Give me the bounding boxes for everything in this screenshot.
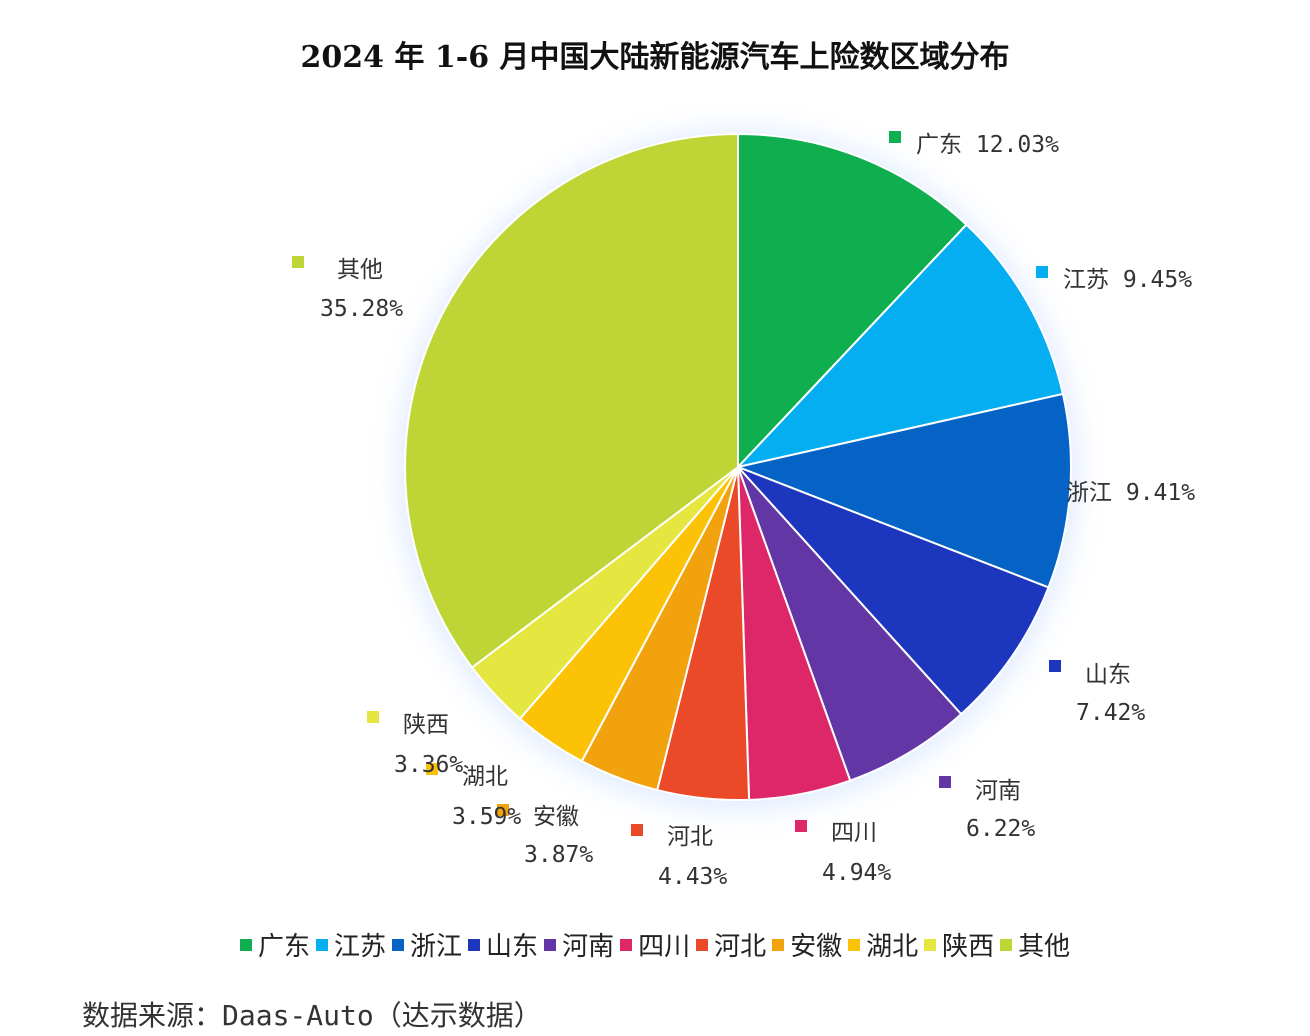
legend-swatch [772, 938, 785, 951]
legend-label: 山东 [486, 932, 539, 962]
legend-label: 江苏 [334, 932, 387, 962]
label-swatch-5 [795, 820, 807, 832]
data-source: 数据来源：Daas-Auto（达示数据） [82, 999, 542, 1032]
legend: 广东 江苏 浙江 山东 河南 四川 河北 安徽 湖北 陕西 其他 [240, 926, 1076, 963]
label-swatch-8 [426, 763, 438, 775]
label-swatch-7 [497, 804, 509, 816]
legend-item-4: 河南 [544, 926, 614, 963]
pie-chart: 广东 12.03% 江苏 9.45% 浙江 9.41% 山东 7.42% 河南 6.22% 四… [292, 130, 1195, 890]
legend-label: 河北 [714, 932, 767, 962]
legend-swatch [1000, 938, 1013, 951]
label-swatch-10 [292, 256, 304, 268]
slice-label-2: 浙江 9.41% [1066, 480, 1195, 506]
legend-label: 河南 [562, 932, 615, 962]
slice-label-value-7: 3.87% [524, 842, 593, 868]
slice-label-name-4: 河南 [975, 778, 1021, 804]
slice-label-name-7: 安徽 [533, 804, 579, 830]
slice-label-name-8: 湖北 [462, 764, 508, 790]
legend-item-10: 其他 [1000, 926, 1070, 963]
slice-labels: 广东 12.03% 江苏 9.45% 浙江 9.41% 山东 7.42% 河南 6.22% 四… [292, 131, 1195, 890]
slice-label-0: 广东 12.03% [916, 132, 1059, 158]
legend-item-6: 河北 [696, 926, 766, 963]
slice-label-name-10: 其他 [337, 257, 383, 283]
legend-item-2: 浙江 [392, 926, 462, 963]
legend-swatch [924, 938, 937, 951]
pie-slices [404, 132, 1072, 801]
label-swatch-6 [631, 824, 643, 836]
legend-label: 湖北 [866, 932, 919, 962]
pie-slice-10 [404, 132, 739, 669]
label-swatch-0 [889, 131, 901, 143]
slice-label-name-5: 四川 [831, 820, 877, 846]
legend-label: 四川 [638, 932, 691, 962]
legend-item-0: 广东 [240, 926, 310, 963]
legend-swatch [240, 938, 252, 951]
slice-label-name-9: 陕西 [403, 712, 449, 738]
slice-label-name-3: 山东 [1085, 662, 1131, 688]
legend-label: 广东 [258, 932, 311, 962]
label-swatch-9 [367, 711, 379, 723]
pie-slice-3 [737, 466, 1050, 716]
legend-swatch [544, 938, 557, 951]
pie-slice-2 [734, 392, 1072, 589]
legend-label: 安徽 [790, 932, 843, 962]
slice-label-name-6: 河北 [667, 824, 713, 850]
legend-label: 陕西 [942, 932, 995, 962]
pie-slice-4 [737, 466, 963, 782]
legend-item-1: 江苏 [316, 926, 386, 963]
pie-slice-0 [737, 132, 968, 470]
legend-item-5: 四川 [620, 926, 690, 963]
chart-title: 2024 年 1-6 月中国大陆新能源汽车上险数区域分布 [300, 40, 1010, 75]
slice-label-value-10: 35.28% [320, 296, 403, 322]
slice-label-value-6: 4.43% [658, 864, 727, 890]
legend-swatch [392, 938, 405, 951]
legend-swatch [696, 938, 709, 951]
legend-swatch [848, 938, 861, 951]
label-swatch-1 [1036, 266, 1048, 278]
slice-label-value-3: 7.42% [1076, 700, 1145, 726]
legend-label: 其他 [1018, 932, 1071, 962]
legend-item-8: 湖北 [848, 926, 918, 963]
slice-label-value-8: 3.59% [452, 804, 521, 830]
legend-item-9: 陕西 [924, 926, 994, 963]
legend-item-7: 安徽 [772, 926, 842, 963]
slice-label-value-9: 3.36% [394, 752, 463, 778]
label-swatch-4 [939, 776, 951, 788]
legend-swatch [620, 938, 633, 951]
label-swatch-3 [1049, 660, 1061, 672]
legend-swatch [468, 938, 481, 951]
legend-item-3: 山东 [468, 926, 538, 963]
slice-label-value-4: 6.22% [966, 816, 1035, 842]
legend-label: 浙江 [410, 932, 463, 962]
pie-slice-1 [735, 223, 1065, 469]
legend-swatch [316, 938, 329, 951]
slice-label-value-5: 4.94% [822, 860, 891, 886]
slice-label-1: 江苏 9.45% [1063, 267, 1192, 293]
